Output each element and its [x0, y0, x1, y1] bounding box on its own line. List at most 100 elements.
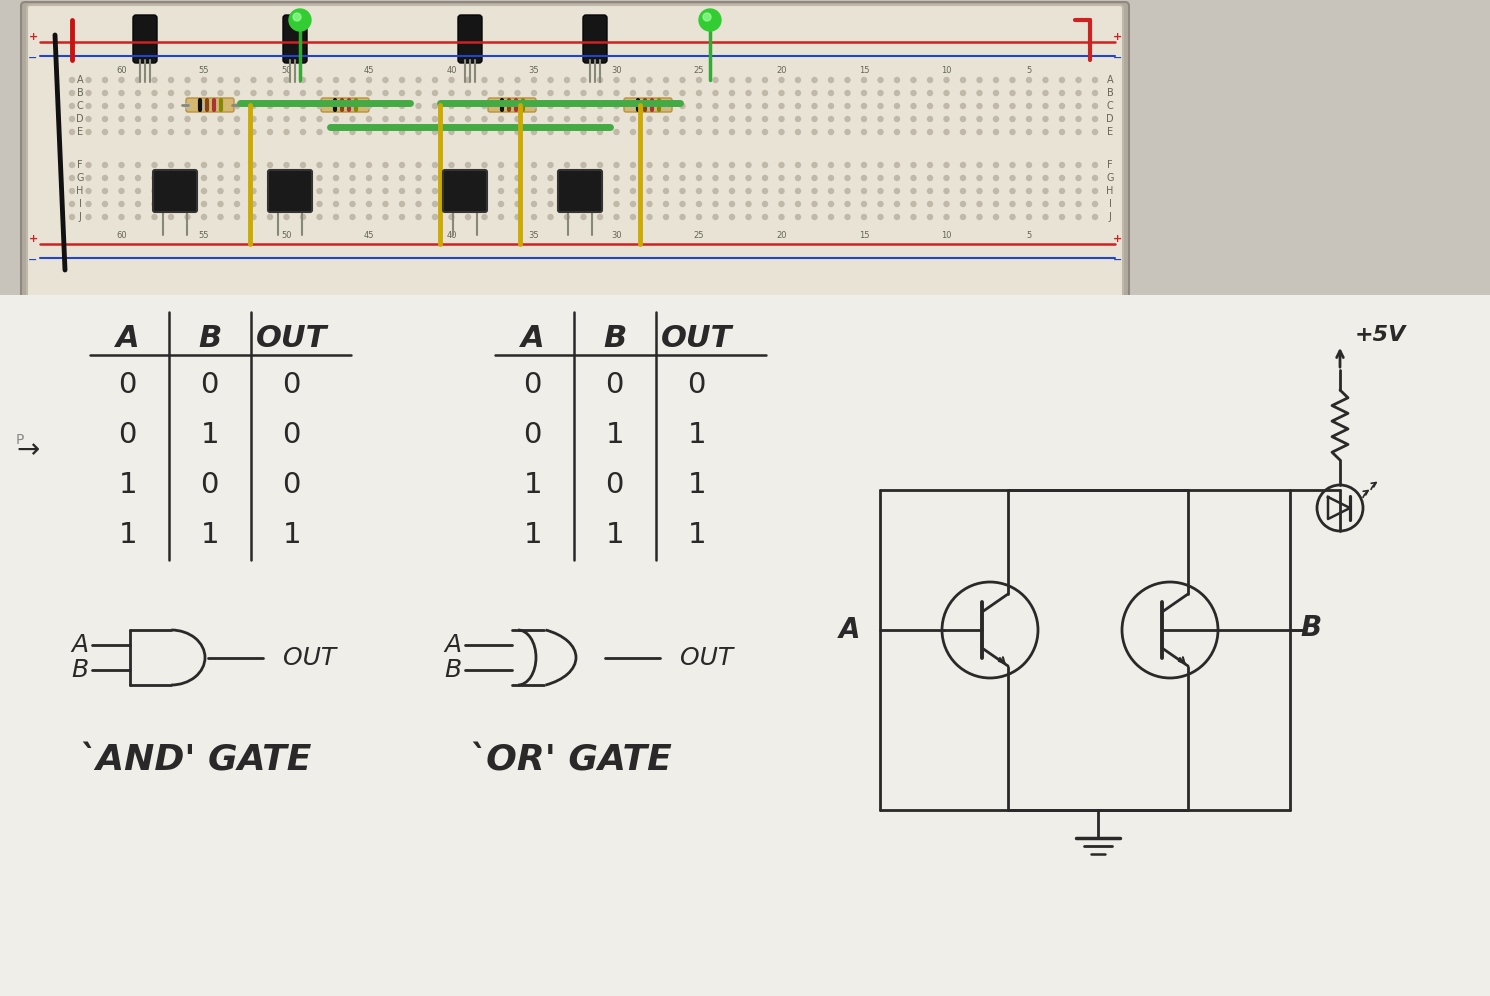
Circle shape: [977, 117, 982, 122]
Circle shape: [250, 129, 256, 134]
Circle shape: [301, 117, 305, 122]
Circle shape: [910, 162, 916, 167]
Circle shape: [910, 78, 916, 83]
Circle shape: [763, 162, 767, 167]
Circle shape: [878, 214, 884, 219]
Circle shape: [581, 175, 586, 180]
Text: 10: 10: [942, 66, 952, 75]
Circle shape: [945, 162, 949, 167]
Text: 35: 35: [529, 66, 539, 75]
Circle shape: [614, 78, 618, 83]
Circle shape: [861, 162, 867, 167]
Circle shape: [234, 162, 240, 167]
Circle shape: [1010, 78, 1015, 83]
Circle shape: [152, 117, 156, 122]
Circle shape: [383, 188, 387, 193]
Text: 1: 1: [687, 421, 706, 449]
Circle shape: [663, 162, 669, 167]
Circle shape: [828, 201, 833, 206]
Circle shape: [465, 188, 471, 193]
Circle shape: [1059, 175, 1064, 180]
Circle shape: [861, 201, 867, 206]
FancyBboxPatch shape: [457, 15, 481, 63]
Circle shape: [448, 129, 454, 134]
Circle shape: [565, 104, 569, 109]
Circle shape: [630, 214, 636, 219]
Circle shape: [779, 162, 784, 167]
Circle shape: [779, 117, 784, 122]
Text: 10: 10: [942, 230, 952, 239]
Circle shape: [268, 129, 273, 134]
Circle shape: [432, 162, 438, 167]
Circle shape: [763, 188, 767, 193]
Circle shape: [367, 91, 371, 96]
Circle shape: [796, 129, 800, 134]
Circle shape: [614, 91, 618, 96]
Text: P: P: [16, 433, 24, 447]
Circle shape: [152, 104, 156, 109]
Circle shape: [448, 188, 454, 193]
Text: 55: 55: [198, 66, 209, 75]
Circle shape: [565, 91, 569, 96]
Circle shape: [201, 91, 207, 96]
Circle shape: [614, 188, 618, 193]
Circle shape: [136, 188, 140, 193]
Circle shape: [779, 78, 784, 83]
Circle shape: [861, 91, 867, 96]
Text: D: D: [1106, 114, 1115, 124]
Text: 40: 40: [446, 66, 457, 75]
Circle shape: [679, 117, 685, 122]
Circle shape: [994, 104, 998, 109]
Circle shape: [516, 201, 520, 206]
Text: −: −: [1113, 53, 1122, 63]
Circle shape: [383, 201, 387, 206]
Text: OUT: OUT: [679, 645, 733, 669]
Circle shape: [168, 214, 173, 219]
Circle shape: [763, 129, 767, 134]
Circle shape: [812, 188, 817, 193]
Text: 35: 35: [529, 230, 539, 239]
Text: F: F: [77, 160, 83, 170]
Text: −: −: [28, 255, 37, 265]
Circle shape: [927, 91, 933, 96]
Circle shape: [703, 13, 711, 21]
Circle shape: [234, 201, 240, 206]
Circle shape: [663, 104, 669, 109]
Circle shape: [581, 78, 586, 83]
Circle shape: [185, 117, 191, 122]
Circle shape: [878, 162, 884, 167]
Text: 5: 5: [1027, 66, 1031, 75]
Text: +: +: [28, 32, 37, 42]
Circle shape: [350, 104, 355, 109]
Circle shape: [301, 201, 305, 206]
Circle shape: [679, 214, 685, 219]
Circle shape: [828, 175, 833, 180]
Text: 0: 0: [283, 471, 301, 499]
Circle shape: [383, 175, 387, 180]
Circle shape: [152, 188, 156, 193]
Circle shape: [499, 129, 504, 134]
Circle shape: [268, 214, 273, 219]
Circle shape: [499, 201, 504, 206]
Circle shape: [448, 117, 454, 122]
Circle shape: [103, 91, 107, 96]
Circle shape: [416, 78, 422, 83]
Circle shape: [1059, 104, 1064, 109]
Circle shape: [465, 117, 471, 122]
Circle shape: [812, 104, 817, 109]
Text: A: A: [116, 324, 140, 353]
Circle shape: [894, 162, 900, 167]
Circle shape: [565, 117, 569, 122]
Circle shape: [548, 214, 553, 219]
Circle shape: [994, 78, 998, 83]
Circle shape: [796, 162, 800, 167]
Circle shape: [1043, 188, 1047, 193]
Circle shape: [581, 117, 586, 122]
Circle shape: [285, 78, 289, 83]
Circle shape: [399, 78, 404, 83]
Circle shape: [994, 214, 998, 219]
Circle shape: [119, 117, 124, 122]
Circle shape: [367, 129, 371, 134]
Circle shape: [1076, 104, 1082, 109]
Circle shape: [1043, 162, 1047, 167]
